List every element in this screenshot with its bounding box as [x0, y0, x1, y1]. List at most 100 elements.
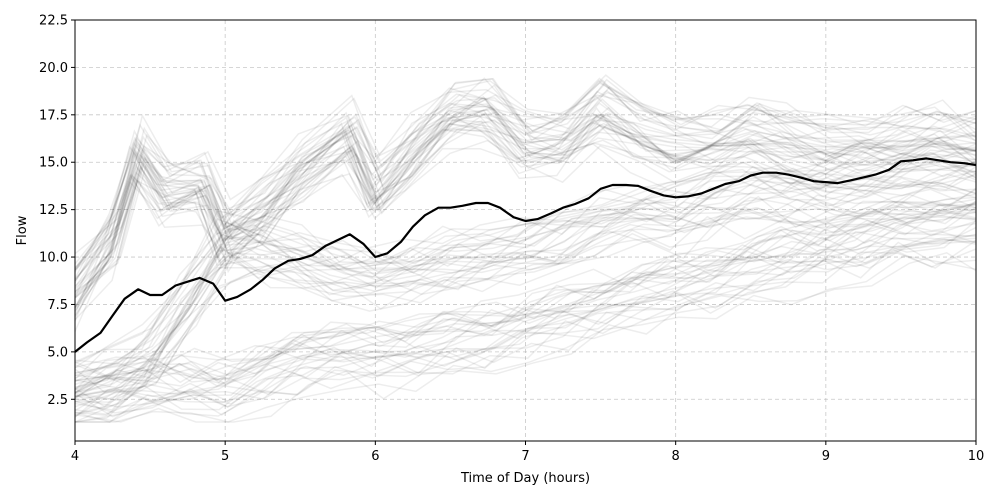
background-trace [74, 170, 977, 388]
background-trace [74, 194, 977, 398]
background-trace [74, 193, 977, 382]
background-trace [74, 175, 977, 379]
background-trace [74, 79, 977, 265]
background-trace [74, 237, 977, 414]
background-trace [74, 206, 977, 377]
background-trace [75, 254, 977, 423]
background-trace [74, 79, 977, 284]
y-axis: 2.5 5.0 7.5 10.0 12.5 15.0 17.5 20.0 22.5 [39, 14, 75, 408]
background-trace [74, 121, 977, 316]
background-trace [74, 214, 977, 399]
background-trace [74, 202, 977, 394]
background-trace [74, 163, 977, 383]
background-trace [74, 196, 977, 411]
background-trace [74, 109, 977, 282]
background-trace [74, 187, 977, 402]
background-trace [74, 201, 977, 394]
background-trace [74, 202, 977, 391]
background-trace [74, 84, 977, 293]
background-trace [74, 95, 977, 298]
background-trace [74, 207, 977, 423]
background-trace [74, 238, 977, 418]
background-trace [74, 200, 977, 415]
background-trace [74, 234, 977, 408]
background-trace [74, 230, 977, 412]
y-tick-label: 12.5 [39, 203, 68, 218]
background-trace [74, 230, 977, 403]
background-trace [74, 105, 977, 293]
background-trace [74, 102, 977, 287]
x-tick-label: 8 [672, 449, 680, 464]
background-trace [74, 251, 977, 423]
background-trace [74, 119, 977, 309]
background-trace [74, 215, 977, 393]
background-trace [74, 114, 977, 317]
background-trace [74, 78, 977, 269]
y-tick-label: 2.5 [47, 393, 68, 408]
y-tick-label: 22.5 [39, 14, 68, 29]
background-trace [74, 173, 977, 374]
background-trace [74, 90, 977, 279]
background-trace [74, 98, 977, 308]
background-trace [74, 146, 977, 369]
background-trace [74, 221, 977, 391]
background-trace [74, 82, 977, 273]
background-trace [74, 103, 977, 271]
background-trace [74, 120, 977, 322]
y-tick-label: 20.0 [39, 61, 68, 76]
background-trace [74, 207, 977, 423]
y-tick-label: 10.0 [39, 251, 68, 266]
x-tick-label: 10 [968, 449, 985, 464]
background-trace [74, 177, 977, 398]
grid [74, 19, 977, 441]
background-trace [74, 188, 977, 408]
x-tick-label: 7 [521, 449, 529, 464]
background-trace [74, 122, 977, 312]
background-trace [74, 233, 977, 423]
background-trace [74, 241, 977, 423]
background-trace [74, 74, 977, 255]
x-tick-label: 5 [221, 449, 229, 464]
background-trace [74, 180, 977, 400]
background-trace [74, 220, 977, 408]
background-trace [74, 85, 977, 271]
background-trace [74, 122, 977, 308]
background-trace [74, 208, 977, 384]
background-trace [74, 201, 977, 381]
background-trace [74, 119, 977, 299]
background-trace [74, 108, 977, 312]
background-trace [74, 158, 977, 380]
y-tick-label: 5.0 [47, 345, 68, 360]
background-trace [75, 239, 977, 423]
background-trace [74, 232, 977, 403]
background-trace [74, 122, 977, 295]
y-axis-label: Flow [15, 215, 30, 245]
background-trace [74, 174, 977, 393]
background-trace [74, 119, 977, 294]
background-trace [74, 172, 977, 389]
background-trace [74, 106, 977, 309]
background-trace [74, 160, 977, 365]
y-tick-label: 17.5 [39, 108, 68, 123]
background-trace [74, 108, 977, 299]
background-trace [74, 109, 977, 309]
background-trace [74, 200, 977, 382]
background-trace [74, 106, 977, 299]
background-trace [74, 169, 977, 393]
background-trace [74, 226, 977, 418]
background-trace [74, 77, 977, 270]
x-axis-label: Time of Day (hours) [460, 471, 590, 486]
background-trace [74, 236, 977, 417]
x-tick-label: 9 [822, 449, 830, 464]
background-trace [74, 218, 977, 394]
background-trace [74, 91, 977, 282]
background-trace [74, 159, 977, 375]
y-tick-label: 7.5 [47, 298, 68, 313]
mean-series [74, 157, 977, 353]
background-trace [74, 165, 977, 397]
mean-line [74, 157, 977, 353]
background-trace [74, 161, 977, 394]
background-trace [74, 203, 977, 386]
